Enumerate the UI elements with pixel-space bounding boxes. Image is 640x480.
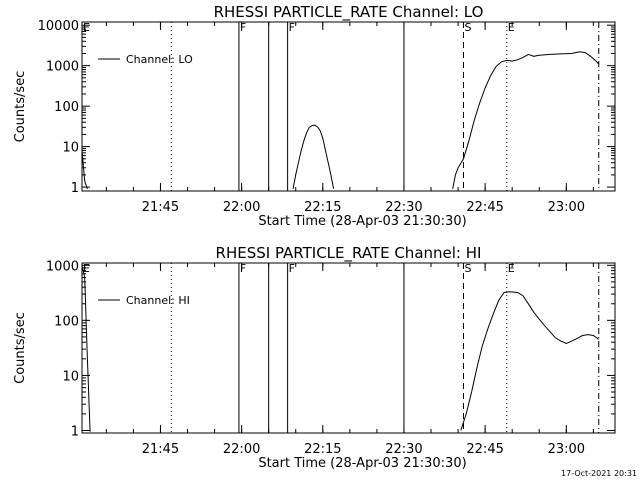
x-tick-label: 22:30 [385,442,422,457]
y-axis-title: Counts/sec [13,71,28,143]
x-axis-title: Start Time (28-Apr-03 21:30:30) [258,214,466,229]
y-tick-label: 100 [54,314,79,329]
plot-frame [81,21,616,192]
x-tick-label: 22:15 [304,442,341,457]
series-line [81,150,88,190]
series-line [460,291,600,431]
y-tick-label: 1000 [46,259,79,274]
y-tick-label: 1000 [46,60,79,75]
event-marker-label: S [464,21,471,34]
x-tick-label: 22:45 [466,200,503,215]
x-tick-label: 21:45 [142,200,179,215]
y-tick-label: 1 [71,424,79,439]
y-tick-label: 1 [71,181,79,196]
timestamp-stamp: 17-Oct-2021 20:31 [561,469,637,478]
event-marker-label: E [508,262,515,275]
event-marker-label: E [83,262,90,275]
event-marker-label: F [289,21,295,34]
x-tick-label: 21:45 [142,442,179,457]
x-tick-label: 22:00 [223,200,260,215]
event-marker-label: E [83,21,90,34]
x-axis-title: Start Time (28-Apr-03 21:30:30) [258,456,466,471]
legend-entry: Channel: HI [126,294,190,307]
event-marker-label: S [464,262,471,275]
chart-title: RHESSI PARTICLE_RATE Channel: LO [214,3,484,22]
x-tick-label: 22:45 [466,442,503,457]
series-line [292,124,335,189]
x-tick-label: 22:30 [385,200,422,215]
y-tick-label: 10000 [38,19,79,34]
event-marker-label: F [289,262,295,275]
x-tick-label: 22:15 [304,200,341,215]
x-tick-label: 22:00 [223,442,260,457]
series-line [452,51,600,189]
chart-title: RHESSI PARTICLE_RATE Channel: HI [216,244,482,263]
series-line [81,265,91,432]
plot-frame [81,262,616,434]
y-tick-label: 10 [62,141,79,156]
event-marker-label: E [508,21,515,34]
y-tick-label: 10 [62,369,79,384]
event-marker-label: F [240,262,246,275]
legend-entry: Channel: LO [126,53,193,66]
y-tick-label: 100 [54,100,79,115]
event-marker-label: F [240,21,246,34]
y-axis-title: Counts/sec [13,312,28,384]
x-tick-label: 23:00 [548,200,585,215]
x-tick-label: 23:00 [548,442,585,457]
